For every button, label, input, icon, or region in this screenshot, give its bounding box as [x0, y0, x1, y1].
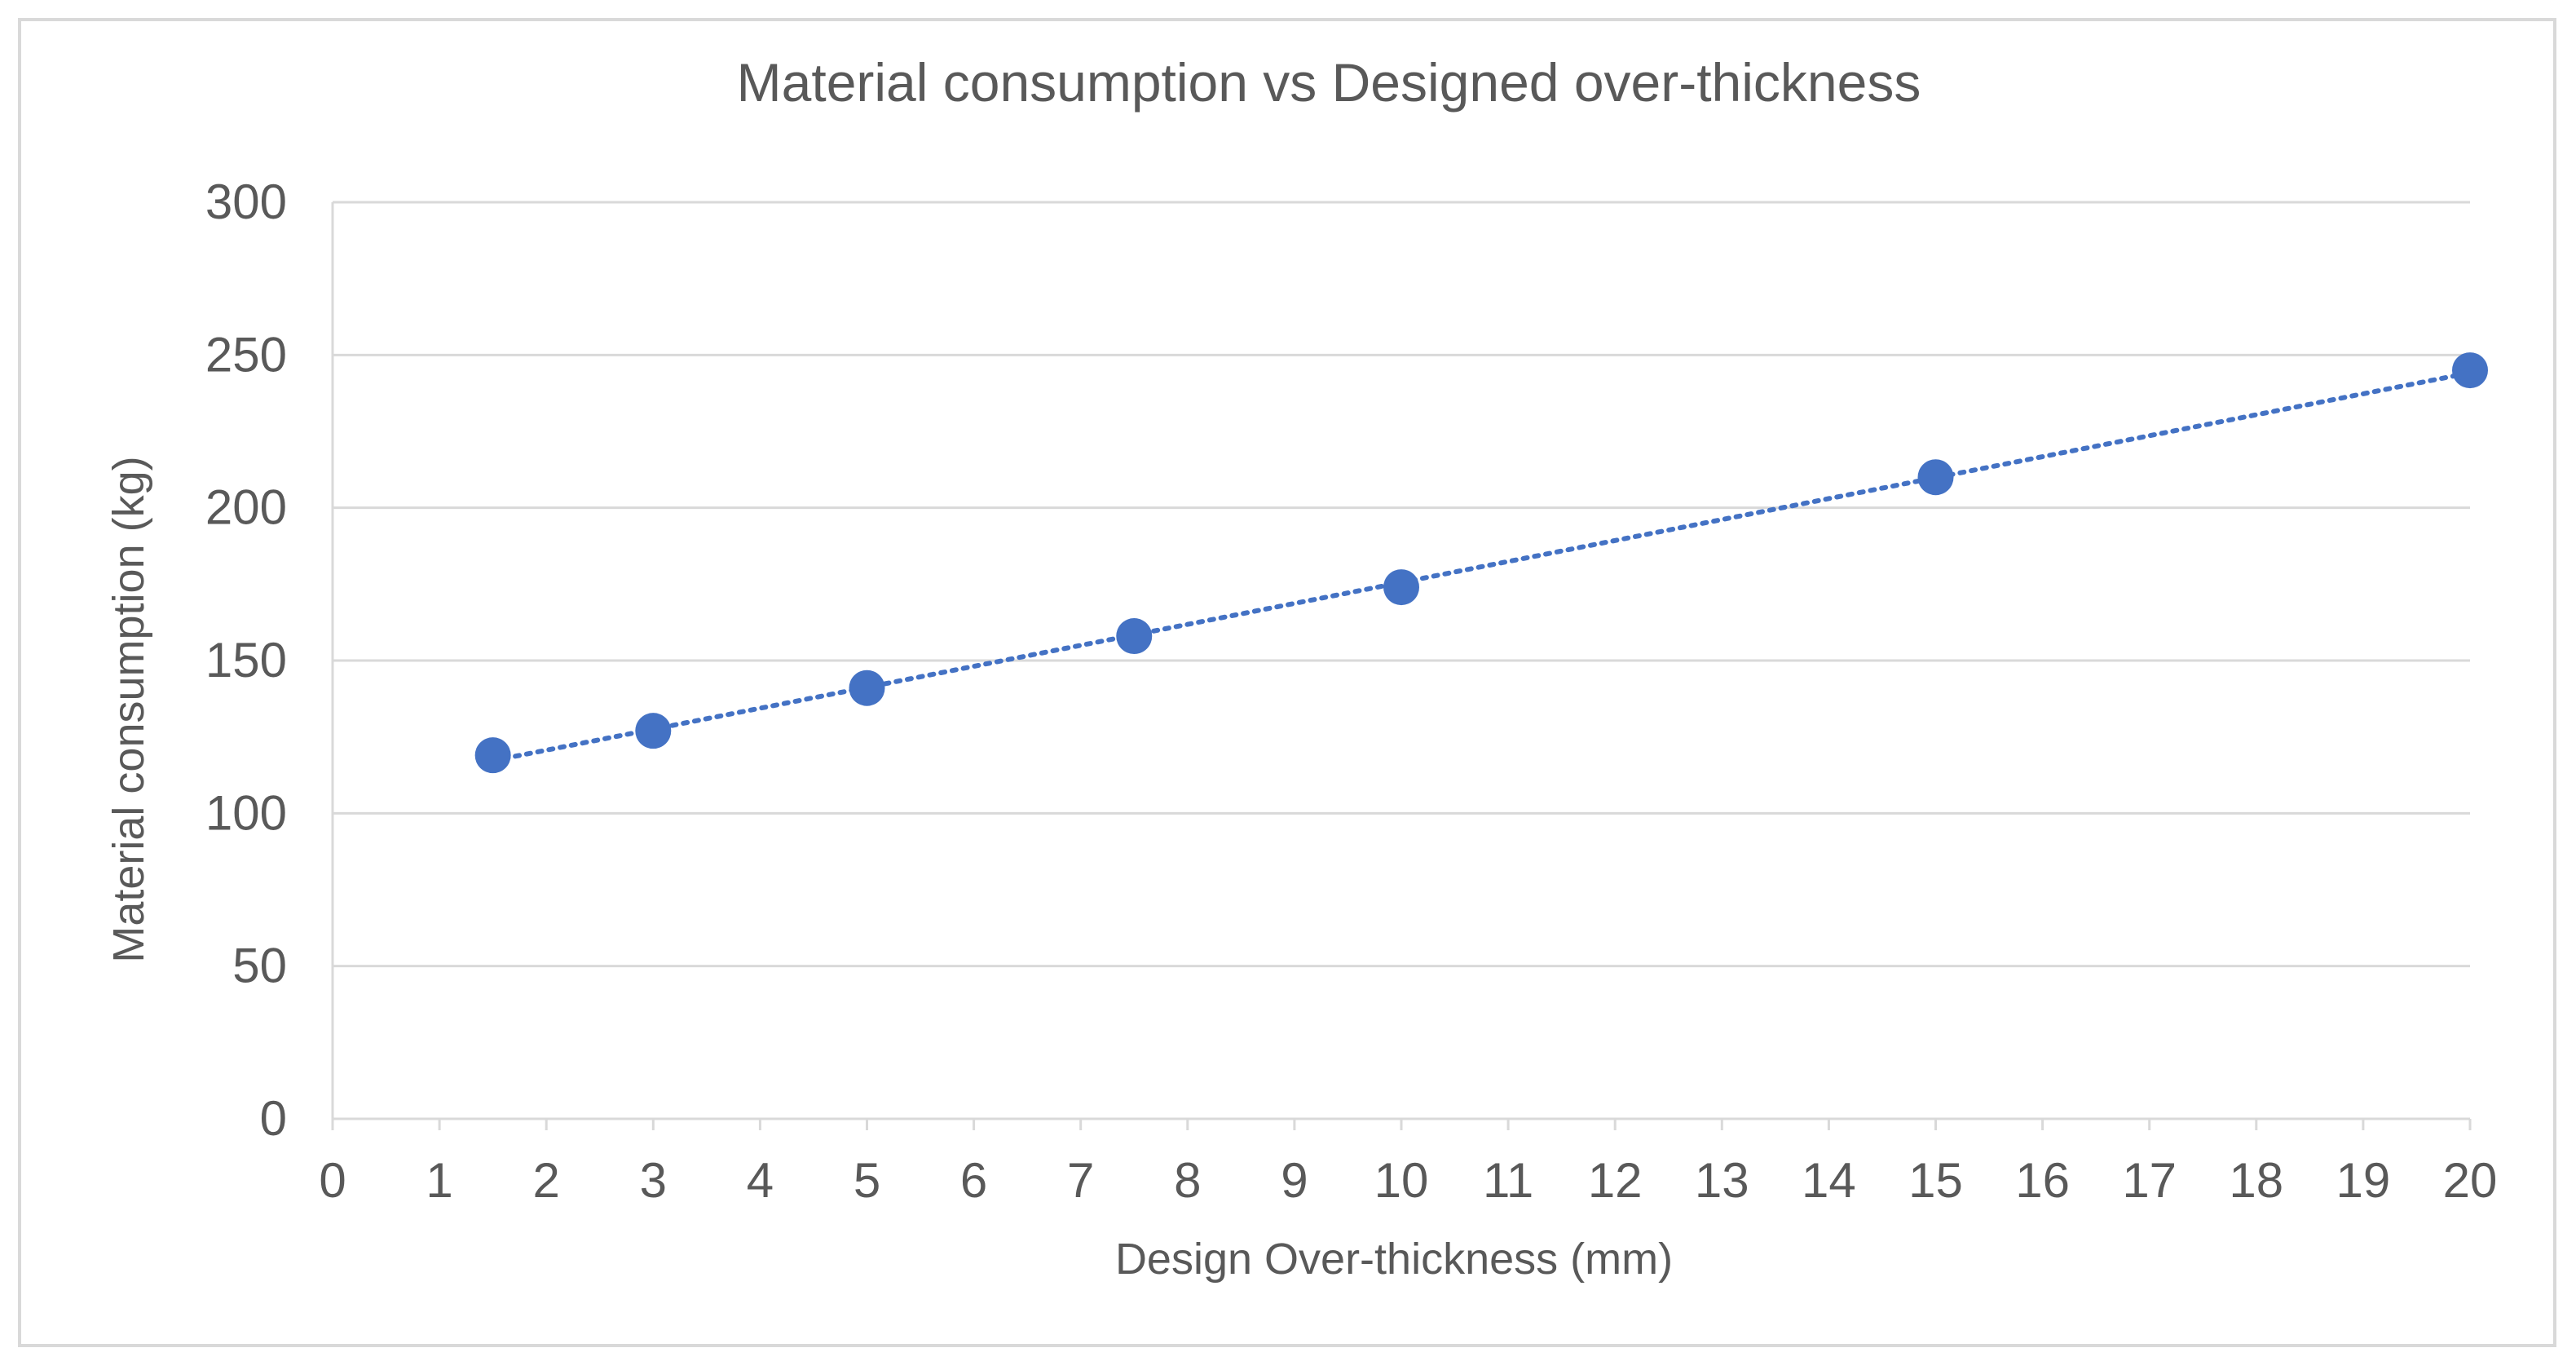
chart-frame — [18, 18, 2556, 1347]
x-tick-label: 10 — [1374, 1153, 1429, 1208]
data-point — [1116, 618, 1153, 655]
x-tick-label: 15 — [1908, 1153, 1963, 1208]
data-point — [635, 713, 672, 749]
x-tick-label: 6 — [960, 1153, 987, 1208]
y-tick-label: 300 — [205, 175, 287, 229]
x-tick-label: 0 — [319, 1153, 346, 1208]
y-tick-label: 100 — [205, 785, 287, 840]
x-axis-ticks: 0 1 2 3 4 5 6 7 8 9 10 11 12 13 14 15 16 17 18 19 20 — [319, 1119, 2497, 1208]
x-tick-label: 19 — [2336, 1153, 2391, 1208]
y-tick-label: 200 — [205, 480, 287, 535]
x-tick-label: 16 — [2015, 1153, 2070, 1208]
y-tick-label: 250 — [205, 327, 287, 382]
x-tick-label: 3 — [640, 1153, 667, 1208]
data-point — [849, 670, 885, 706]
data-points — [474, 352, 2488, 774]
y-axis-label: Material consumption (kg) — [104, 456, 153, 962]
data-point — [1917, 459, 1954, 496]
x-tick-label: 20 — [2443, 1153, 2498, 1208]
x-tick-label: 8 — [1174, 1153, 1201, 1208]
x-tick-label: 4 — [747, 1153, 774, 1208]
data-point — [1383, 569, 1419, 606]
y-tick-label: 0 — [260, 1091, 287, 1146]
y-tick-label: 150 — [205, 633, 287, 687]
x-axis-label: Design Over-thickness (mm) — [1115, 1235, 1673, 1284]
chart-title: Material consumption vs Designed over-th… — [737, 52, 1921, 113]
x-tick-label: 14 — [1802, 1153, 1856, 1208]
gridlines — [331, 201, 2470, 1120]
x-tick-label: 9 — [1281, 1153, 1308, 1208]
x-tick-label: 12 — [1588, 1153, 1643, 1208]
x-tick-label: 13 — [1695, 1153, 1749, 1208]
x-tick-label: 2 — [533, 1153, 560, 1208]
x-tick-label: 18 — [2229, 1153, 2283, 1208]
x-tick-label: 1 — [426, 1153, 452, 1208]
y-axis-ticks: 0 50 100 150 200 250 300 — [205, 175, 287, 1146]
data-point — [2452, 352, 2488, 389]
x-tick-label: 17 — [2122, 1153, 2177, 1208]
x-tick-label: 7 — [1067, 1153, 1094, 1208]
trendline — [490, 370, 2472, 763]
x-tick-label: 5 — [854, 1153, 880, 1208]
trendline-layer — [490, 370, 2472, 763]
x-tick-label: 11 — [1483, 1153, 1533, 1208]
data-point — [474, 737, 511, 774]
y-tick-label: 50 — [232, 939, 287, 993]
